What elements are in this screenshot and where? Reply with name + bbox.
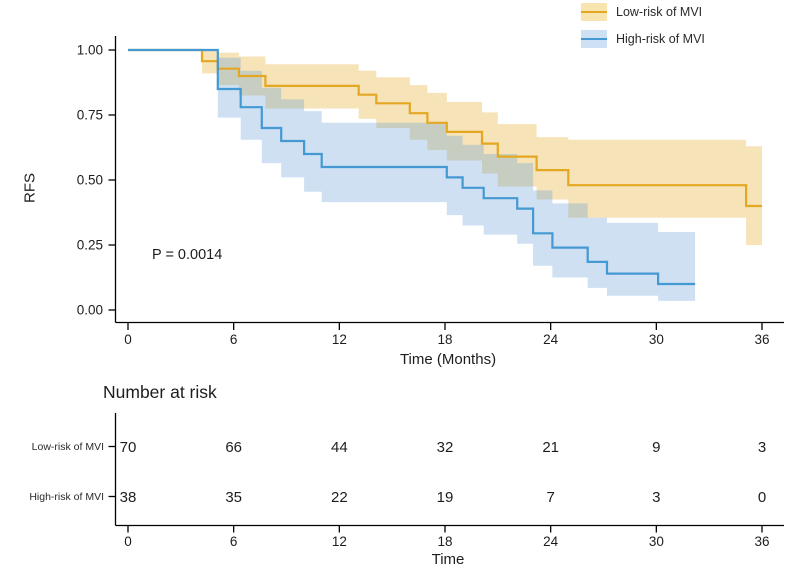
x-axis-tick-label: 36 bbox=[754, 332, 769, 347]
x-axis-tick-label: 24 bbox=[543, 332, 559, 347]
x-axis-tick-label: 12 bbox=[332, 332, 347, 347]
risk-count-low-risk: 44 bbox=[331, 439, 348, 456]
risk-count-high-risk: 38 bbox=[120, 489, 137, 506]
km-curve-high-risk bbox=[128, 48, 696, 286]
x-axis-tick-label: 18 bbox=[437, 332, 452, 347]
p-value-annotation: P = 0.0014 bbox=[152, 247, 223, 263]
risk-table-x-tick-label: 6 bbox=[230, 534, 238, 549]
risk-table-row-label-high-risk: High-risk of MVI bbox=[29, 491, 104, 503]
risk-table-x-tick-label: 18 bbox=[437, 534, 452, 549]
risk-count-high-risk: 35 bbox=[225, 489, 242, 506]
ci-band-high-risk bbox=[217, 57, 696, 301]
y-axis-title: RFS bbox=[21, 173, 39, 203]
legend-item-high-risk: High-risk of MVI bbox=[581, 30, 705, 48]
risk-count-low-risk: 21 bbox=[542, 439, 559, 456]
legend: Low-risk of MVI High-risk of MVI bbox=[581, 3, 705, 48]
risk-count-high-risk: 0 bbox=[758, 489, 766, 506]
y-axis-tick-label: 0.50 bbox=[77, 173, 103, 188]
risk-table-x-tick-label: 36 bbox=[754, 534, 769, 549]
risk-table-x-tick-label: 12 bbox=[332, 534, 347, 549]
km-curve-low-risk bbox=[128, 48, 762, 208]
legend-key-low-risk-swatch bbox=[581, 3, 607, 21]
y-axis-tick-label: 1.00 bbox=[77, 43, 103, 58]
legend-label-low-risk: Low-risk of MVI bbox=[616, 5, 703, 19]
y-axis-tick-label: 0.75 bbox=[77, 108, 103, 123]
x-axis-tick-label: 6 bbox=[230, 332, 238, 347]
risk-table-x-tick-label: 24 bbox=[543, 534, 559, 549]
risk-table-axes bbox=[114, 413, 784, 527]
risk-table-x-axis-title: Time bbox=[431, 551, 465, 568]
x-axis-title: Time (Months) bbox=[399, 351, 497, 368]
risk-table-x-tick-label: 0 bbox=[124, 534, 132, 549]
risk-count-high-risk: 22 bbox=[331, 489, 348, 506]
risk-table-x-tick-label: 30 bbox=[649, 534, 664, 549]
x-axis-tick-label: 30 bbox=[649, 332, 664, 347]
risk-table-title: Number at risk bbox=[103, 382, 217, 402]
legend-key-high-risk-swatch bbox=[581, 30, 607, 48]
legend-label-high-risk: High-risk of MVI bbox=[616, 32, 705, 46]
risk-count-low-risk: 3 bbox=[758, 439, 766, 456]
risk-count-low-risk: 66 bbox=[225, 439, 242, 456]
legend-key-low-risk-line bbox=[581, 10, 607, 14]
x-axis-tick-label: 0 bbox=[124, 332, 132, 347]
legend-item-low-risk: Low-risk of MVI bbox=[581, 3, 705, 21]
risk-count-low-risk: 70 bbox=[120, 439, 137, 456]
y-axis-tick-label: 0.00 bbox=[77, 303, 103, 318]
risk-count-high-risk: 3 bbox=[652, 489, 660, 506]
y-axis-tick-label: 0.25 bbox=[77, 238, 103, 253]
risk-count-high-risk: 19 bbox=[437, 489, 454, 506]
risk-count-low-risk: 32 bbox=[437, 439, 454, 456]
risk-table-row-label-low-risk: Low-risk of MVI bbox=[31, 441, 104, 453]
plot-axes bbox=[114, 36, 784, 324]
ci-band-low-risk bbox=[202, 50, 762, 245]
risk-count-high-risk: 7 bbox=[546, 489, 554, 506]
legend-key-high-risk-line bbox=[581, 37, 607, 41]
risk-count-low-risk: 9 bbox=[652, 439, 660, 456]
